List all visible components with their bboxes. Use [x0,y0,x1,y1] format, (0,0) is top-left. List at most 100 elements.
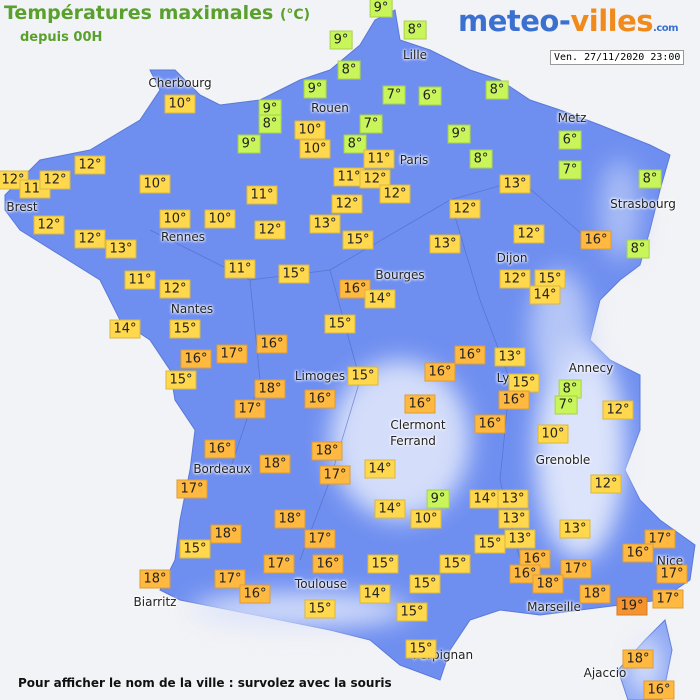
temperature: 12° [499,269,531,289]
city-name: Rouen [311,101,349,115]
logo-part: villes [570,4,654,38]
temperature: 9° [426,489,450,509]
temperature: 14° [364,459,396,479]
city-name: Brest [6,200,38,214]
temperature: 13° [498,509,530,529]
temperature: 12° [331,194,363,214]
city-name: Marseille [527,600,581,614]
temperature: 18° [139,569,171,589]
temperature: 15° [278,264,310,284]
temperature: 15° [367,554,399,574]
temperature: 8° [258,114,282,134]
city-name: Nantes [170,302,214,316]
temperature: 18° [579,584,611,604]
city-name: Ajaccio [583,666,627,680]
temperature: 17° [560,559,592,579]
temperature: 8° [638,169,662,189]
temperature: 15° [342,230,374,250]
temperature: 9° [258,99,282,119]
temperature: 13° [309,214,341,234]
temperature: 17° [652,589,684,609]
temperature: 15° [474,534,506,554]
temperature: 17° [216,344,248,364]
temperature: 15° [534,269,566,289]
temperature: 16° [180,349,212,369]
temperature: 15° [405,639,437,659]
temperature: 16° [474,414,506,434]
temperature: 15° [396,602,428,622]
city-name: Strasbourg [610,197,676,211]
temperature: 10° [410,509,442,529]
temperature: 17° [656,564,688,584]
temperature: 16° [239,584,271,604]
temperature: 15° [409,574,441,594]
temperature: 16° [312,554,344,574]
temperature: 12° [74,155,106,175]
temperature: 11° [124,270,156,290]
temperature: 16° [622,543,654,563]
city-name: Grenoble [535,453,591,467]
temperature: 12° [254,220,286,240]
temperature: 16° [580,230,612,250]
temperature: 10° [294,120,326,140]
temperature: 8° [626,239,650,259]
logo-part: meteo- [458,4,571,38]
temperature: 17° [304,529,336,549]
temperature: 16° [304,389,336,409]
city-name: Ferrand [390,434,436,448]
temperature: 18° [259,454,291,474]
temperature: 13° [497,489,529,509]
temperature: 8° [343,134,367,154]
city-name: Bordeaux [193,462,251,476]
title: Températures maximales [4,2,274,24]
temperature: 12° [39,170,71,190]
temperature: 10° [204,209,236,229]
temperature: 16° [204,439,236,459]
temperature: 12° [602,400,634,420]
temperature: 12° [590,474,622,494]
unit: (°C) [279,7,311,23]
city-name: Rennes [160,230,206,244]
temperature: 10° [139,174,171,194]
temperature: 14° [374,499,406,519]
temperature: 10° [537,424,569,444]
temperature: 16° [404,394,436,414]
city-name: Bourges [375,268,425,282]
temperature: 15° [439,554,471,574]
city-name: Paris [399,153,429,167]
logo-suffix: .com [653,23,679,34]
temperature: 12° [379,184,411,204]
temperature: 18° [311,441,343,461]
temperature: 11° [363,149,395,169]
temperature: 6° [558,130,582,150]
temperature: 16° [424,362,456,382]
temperature: 15° [304,599,336,619]
city-name: Biarritz [133,595,177,609]
temperature: 9° [447,124,471,144]
temperature: 7° [359,114,383,134]
temperature: 8° [337,60,361,80]
temperature: 18° [532,574,564,594]
temperature: 11° [224,259,256,279]
temperature: 12° [449,199,481,219]
temperature: 18° [274,509,306,529]
temperature: 16° [256,334,288,354]
temperature: 17° [319,465,351,485]
temperature: 17° [176,479,208,499]
temperature: 16° [643,680,675,700]
temperature: 8° [558,379,582,399]
temperature: 14° [359,584,391,604]
temperature: 16° [454,345,486,365]
city-name: Clermont [390,418,446,432]
temperature: 15° [324,314,356,334]
temperature: 17° [234,399,266,419]
temperature: 14° [529,285,561,305]
date: Ven. 27/11/2020 23:00 [550,50,685,65]
temperature: 9° [237,134,261,154]
city-name: Lille [402,48,428,62]
temperature: 16° [339,279,371,299]
logo: meteo-villes.com [458,4,679,38]
temperature: 13° [494,347,526,367]
temperature: 12° [513,224,545,244]
